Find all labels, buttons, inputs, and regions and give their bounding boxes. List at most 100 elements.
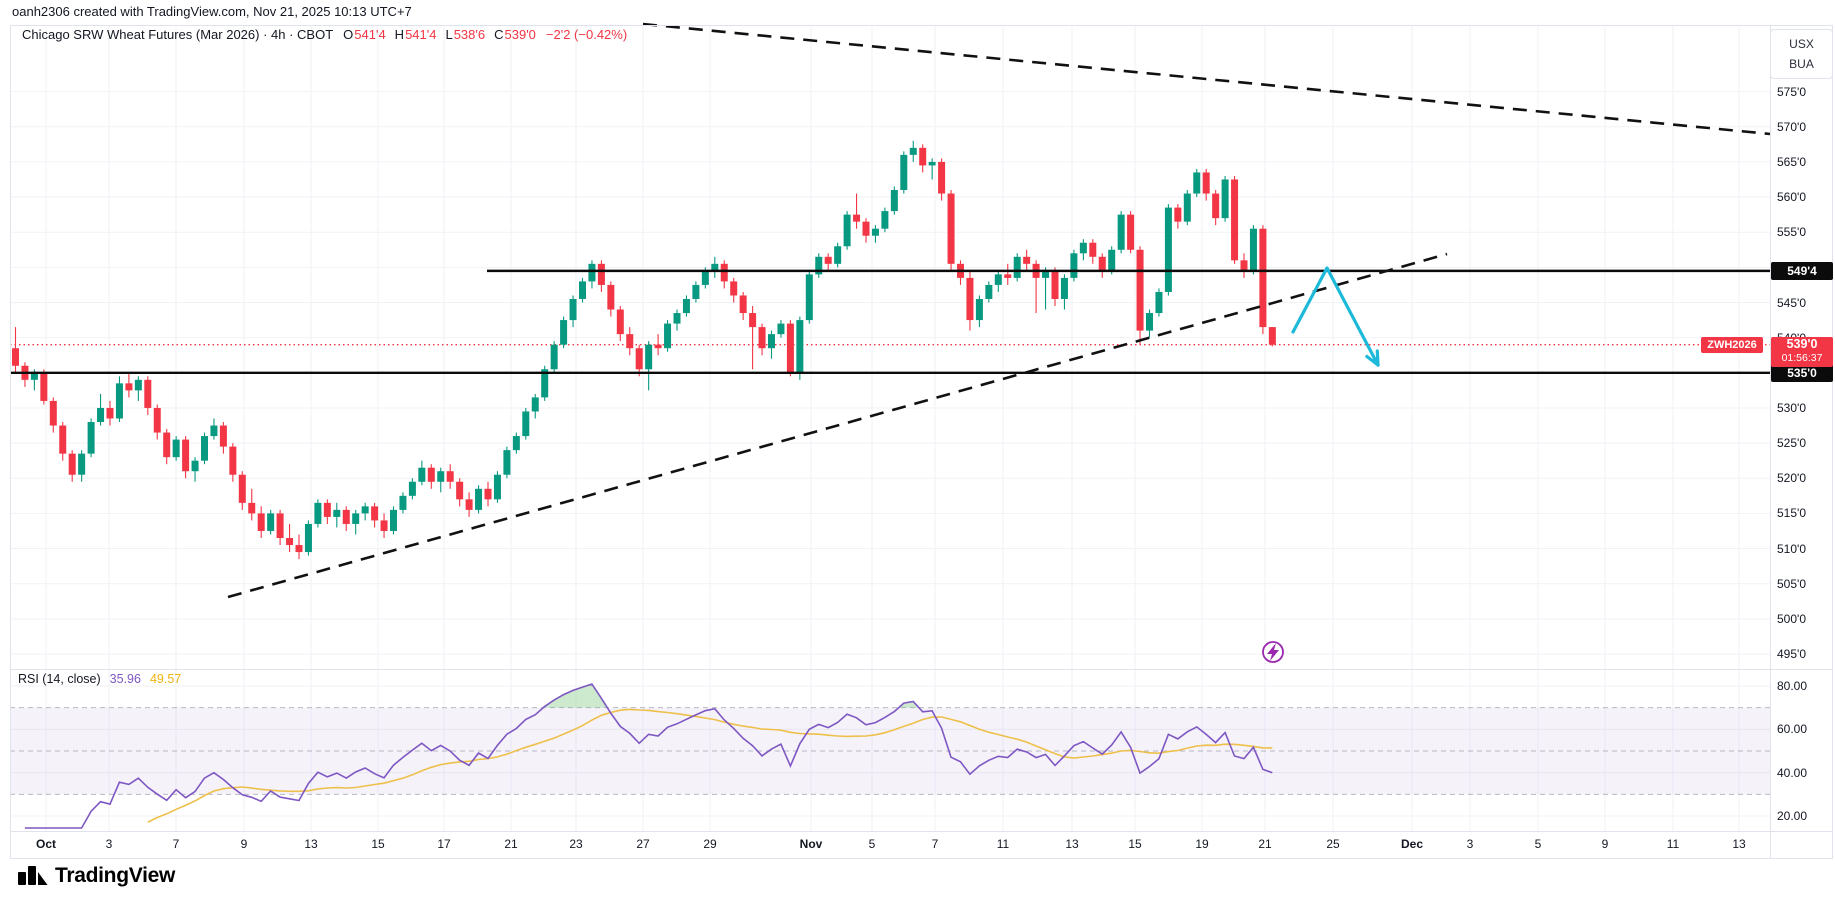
- candle: [295, 545, 303, 553]
- rsi-ma-value: 49.57: [149, 672, 182, 686]
- trendline[interactable]: [642, 22, 1771, 136]
- candle: [30, 372, 38, 380]
- candle: [446, 471, 454, 482]
- candle: [493, 474, 501, 500]
- candle: [550, 344, 558, 370]
- candle: [616, 309, 624, 335]
- candle: [1268, 327, 1276, 345]
- candle: [304, 523, 312, 553]
- candle: [1070, 253, 1078, 278]
- candle: [1212, 193, 1220, 219]
- source-line-2: BUA: [1789, 57, 1814, 72]
- candle: [796, 320, 804, 373]
- rsi-plot: [24, 683, 1273, 829]
- candle: [673, 313, 681, 324]
- ohlc-pair: L 538'6: [445, 27, 486, 42]
- time-axis-label: 3: [1466, 837, 1474, 851]
- candle: [834, 246, 842, 264]
- candle: [1221, 179, 1229, 219]
- candle: [635, 348, 643, 370]
- candlestick-series: [12, 140, 1276, 560]
- candle: [994, 274, 1002, 285]
- rsi-pane-separator[interactable]: [10, 669, 1833, 670]
- candle: [692, 284, 700, 299]
- time-axis-label: 15: [1128, 837, 1142, 851]
- candle: [654, 344, 662, 349]
- candle: [607, 284, 615, 310]
- candle: [1231, 179, 1239, 261]
- time-axis-label: 21: [1258, 837, 1272, 851]
- candle: [40, 372, 48, 401]
- candle: [777, 323, 785, 335]
- candle: [588, 263, 596, 282]
- candle: [437, 471, 445, 482]
- source-line-1: USX: [1789, 36, 1814, 51]
- candle: [531, 397, 539, 412]
- candle: [1117, 214, 1125, 250]
- candle: [664, 323, 672, 349]
- candle: [408, 481, 416, 496]
- candle: [163, 432, 171, 458]
- lightning-icon[interactable]: [1262, 641, 1284, 663]
- candle: [701, 270, 709, 285]
- candle: [12, 348, 19, 366]
- candle: [238, 474, 246, 503]
- ohlc-pair: C 539'0: [494, 27, 536, 42]
- candle: [730, 281, 738, 296]
- candle: [871, 228, 879, 236]
- candle: [805, 274, 813, 321]
- candle: [371, 506, 379, 521]
- candle: [720, 263, 728, 282]
- candle: [739, 295, 747, 314]
- ohlc-values: O 541'4 H 541'4 L 538'6 C 539'0: [343, 27, 536, 42]
- candle: [418, 467, 426, 482]
- price-axis-label: 525'0: [1777, 436, 1806, 451]
- candle: [786, 323, 794, 373]
- candle: [579, 281, 586, 299]
- time-scale[interactable]: Oct 3 7 9 13 15 17 21 23 27 29 Nov 5 7 11 13 15 19 21 25 Dec…: [10, 831, 1770, 858]
- time-axis-label: 11: [996, 837, 1010, 851]
- ohlc-pair: H 541'4: [394, 27, 437, 42]
- price-scale[interactable]: 575'0570'0565'0560'0555'0545'0540'0530'0…: [1770, 25, 1835, 831]
- time-axis-label: 23: [569, 837, 583, 851]
- candle: [182, 439, 190, 472]
- rsi-axis-label: 40.00: [1777, 765, 1808, 780]
- candle: [399, 495, 407, 510]
- candle: [1183, 193, 1191, 222]
- time-axis-label: 9: [1601, 837, 1609, 851]
- candle: [1023, 256, 1031, 264]
- candle: [1079, 242, 1087, 254]
- time-axis-label: 21: [504, 837, 518, 851]
- candle: [975, 298, 983, 321]
- candle: [465, 499, 473, 510]
- candle: [1155, 291, 1163, 314]
- candle: [1089, 242, 1097, 257]
- change-value: −2'2 (−0.42%): [545, 27, 628, 42]
- candle: [229, 446, 237, 475]
- candle: [512, 436, 520, 451]
- price-axis-label: 565'0: [1777, 154, 1806, 169]
- time-axis-label: 13: [1065, 837, 1079, 851]
- arrow-annotation[interactable]: [1291, 266, 1380, 367]
- time-axis-label: 29: [703, 837, 717, 851]
- trendline[interactable]: [227, 252, 1448, 599]
- candle: [134, 379, 142, 391]
- candle: [919, 147, 927, 166]
- price-scale-separator: [1770, 25, 1771, 858]
- time-axis-label: Dec: [1400, 837, 1423, 851]
- candle: [59, 425, 67, 454]
- candle: [153, 407, 161, 433]
- candle: [597, 263, 605, 285]
- level-price-label-549: 549'4: [1771, 261, 1833, 280]
- tradingview-logo[interactable]: TradingView: [18, 863, 175, 889]
- candle: [1193, 172, 1201, 194]
- rsi-axis-label: 20.00: [1777, 808, 1808, 823]
- price-axis-label: 530'0: [1777, 400, 1806, 415]
- candle: [1042, 270, 1050, 278]
- drawings[interactable]: [10, 22, 1771, 663]
- candle: [541, 369, 549, 398]
- candle: [125, 383, 133, 391]
- candle: [1108, 249, 1116, 271]
- time-axis-label: 17: [437, 837, 451, 851]
